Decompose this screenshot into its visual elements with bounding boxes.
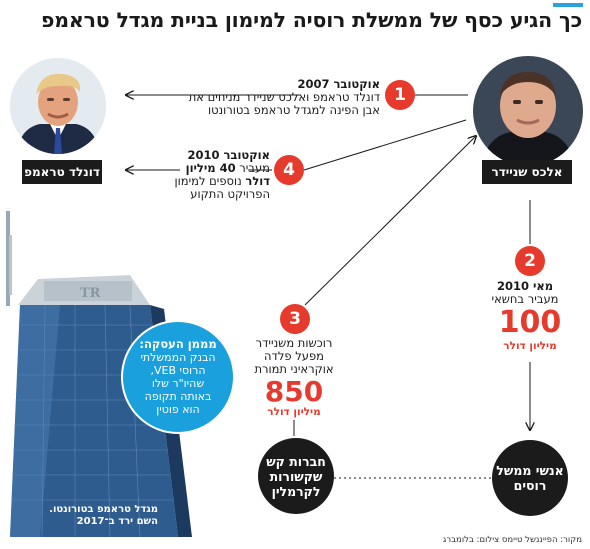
funder-line: באותה תקופה [144,390,212,403]
source-credit: מקור: הפייננשל טיימס צילום: בלומברג [442,535,582,545]
funder-line: הבנק הממשלתי [140,351,216,364]
step-2-text: מאי 2010 מעביר בחשאי [470,280,580,306]
step-1-line: אבן הפינה למגדל טראמפ בטורונטו [207,103,380,117]
kremlin-shell-companies-circle: חברות קש שקשורות לקרמלין [258,438,334,514]
step-4-text: אוקטובר 2010 מעביר 40 מיליון דולר נוספים… [150,148,271,201]
step-2-badge: 2 [515,246,545,276]
step-2-date: מאי 2010 [496,279,554,293]
step-4-line1-rest: מעביר [239,161,270,175]
step-2-amount: 100 [498,305,562,340]
trump-photo [10,58,106,154]
step-2-unit: מיליון דולר [503,340,557,352]
step-3-badge: 3 [280,304,310,334]
russian-officials-circle: אנשי ממשל רוסים [492,440,568,516]
russian-officials-line: אנשי ממשל [496,463,564,478]
step-4-line1-bold: 40 מיליון [185,161,236,175]
funder-title: מממן העסקה: [139,337,217,351]
kremlin-line: חברות קש [266,453,326,469]
header-accent-bar [553,3,583,7]
step-3-line: מפעל פלדה [264,349,324,363]
tower-caption-line: השם ירד ב־2017 [76,516,158,527]
sater-photo [473,56,583,166]
trump-name-box: דונלד טראמפ [22,160,102,184]
step-3-text: רוכשות משניידר מפעל פלדה אוקראיני תמורת [244,337,344,376]
funder-line: הוא פוטין [156,403,200,416]
step-2-line: מעביר בחשאי [491,292,559,306]
step-4-badge: 4 [274,155,304,185]
funder-circle: מממן העסקה: הבנק הממשלתי הרוסי VEB, שהיו… [121,320,235,434]
kremlin-line: שקשורות [269,468,323,484]
step-1-line: דונלד טראמפ ואלכס שניידר מניחים את [188,90,380,104]
funder-line: הרוסי VEB, [150,364,206,377]
sater-name-box: אלכס שניידר [482,160,572,184]
step-3-amount: 850 [264,375,324,408]
step-3-unit: מיליון דולר [267,406,321,418]
step-4-line2-rest: נוספים למימון [174,174,242,188]
funder-line: שהיו"ר שלו [151,377,205,390]
kremlin-line: לקרמלין [271,483,321,499]
step-1-badge: 1 [385,80,415,110]
step-1-date: אוקטובר 2007 [297,77,380,91]
step-4-line3: הפרויקט התקוע [190,187,270,201]
page-title: כך הגיע כסף של ממשלת רוסיה למימון בניית … [41,8,582,32]
tower-caption-line: מגדל טראמפ בטורונטו. [49,504,158,515]
step-1-text: אוקטובר 2007 דונלד טראמפ ואלכס שניידר מנ… [140,78,380,117]
russian-officials-line: רוסים [513,478,547,493]
step-4-line2-bold: דולר [245,174,270,188]
step-3-line: רוכשות משניידר [255,336,333,350]
step-4-date: אוקטובר 2010 [187,148,270,162]
tower-caption: מגדל טראמפ בטורונטו. השם ירד ב־2017 [18,504,158,528]
step-3-line: אוקראיני תמורת [254,362,334,376]
tower-sign: TR [80,286,101,301]
